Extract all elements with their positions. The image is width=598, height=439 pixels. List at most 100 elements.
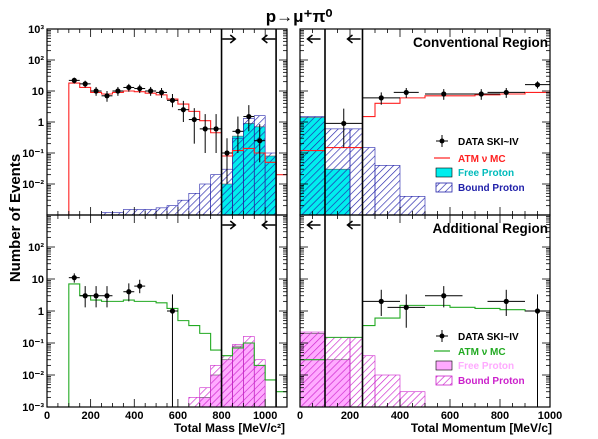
data-point (403, 89, 409, 96)
bound-proton-bin (324, 337, 351, 407)
panel-top-left (68, 77, 287, 215)
atm-mc-line (300, 304, 550, 407)
bound-proton-bin (210, 174, 222, 215)
data-point (126, 84, 132, 91)
x-tick-label: 200 (341, 410, 359, 422)
bound-proton-bin (199, 183, 211, 215)
data-point (224, 150, 230, 156)
bound-proton-bin (144, 209, 157, 215)
y-axis-label: Number of Events (7, 154, 24, 282)
legend-atm-label: ATM ν MC (458, 154, 506, 165)
bound-proton-bin (210, 365, 222, 407)
y-tick-label: 1 (38, 306, 44, 318)
y-tick-label: 10 (32, 274, 44, 286)
bound-proton-bin (362, 147, 376, 215)
cut-arrow (346, 220, 361, 230)
data-point (378, 298, 384, 304)
bound-proton-bin (166, 205, 179, 215)
x-tick-label: 800 (491, 410, 509, 422)
panel-bottom-right (300, 286, 550, 407)
data-point (257, 138, 263, 144)
data-point (82, 293, 88, 299)
bound-proton-bin (253, 359, 266, 407)
legend-bound-label: Bound Proton (458, 183, 525, 194)
bound-proton-bin (349, 337, 363, 407)
data-point (403, 304, 409, 310)
data-point (246, 113, 252, 120)
cut-arrow (261, 220, 276, 230)
x-tick-label: 1000 (253, 410, 277, 422)
x-tick-label: 600 (169, 410, 187, 422)
bound-proton-bin (362, 355, 376, 407)
legend-top: DATA SKI~IV ATM ν MC Free Proton Bound P… (434, 135, 525, 194)
bound-proton-bin (199, 387, 211, 407)
x-tick-label: 400 (391, 410, 409, 422)
legend-free-swatch (435, 167, 453, 178)
chart-title: p→μ⁺π⁰ (266, 7, 333, 26)
legend-bottom: DATA SKI~IV ATM ν MC Free Proton Bound P… (434, 330, 525, 387)
data-point (169, 308, 176, 314)
x-tick-label: 200 (81, 410, 99, 422)
data-point (104, 93, 110, 99)
data-point (441, 91, 447, 97)
bound-proton-bin (133, 209, 146, 215)
data-point (441, 293, 447, 299)
region-label-additional: Additional Region (433, 221, 549, 236)
bound-proton-bin (300, 331, 326, 407)
data-point (191, 116, 197, 123)
region-label-conventional: Conventional Region (413, 35, 548, 50)
data-point (169, 97, 176, 103)
data-point (115, 88, 121, 94)
y-tick-label: 10⁻¹ (22, 338, 44, 350)
x-tick-label: 600 (441, 410, 459, 422)
cut-arrow (306, 220, 321, 230)
bound-proton-bin (221, 355, 233, 407)
data-point (82, 81, 88, 87)
axes-overlay: 10⁻² 10⁻¹ 1 10 10² 10³ 10⁻³ 10⁻² 10⁻¹ 1 10 10² 0 200 4… (22, 24, 562, 422)
x-tick-label: 1000 (538, 410, 562, 422)
y-tick-label: 1 (38, 117, 44, 129)
data-point (71, 77, 77, 83)
data-point (93, 293, 99, 299)
cut-arrow (222, 220, 237, 230)
data-point (71, 275, 77, 281)
legend-free-label-bottom: Free Proton (458, 361, 514, 372)
data-point (93, 88, 99, 94)
y-tick-label: 10 (32, 86, 44, 98)
x-axis-label-mass: Total Mass [MeV/c²] (174, 421, 285, 435)
bound-proton-bin (324, 128, 351, 215)
legend-bound-swatch-bottom (435, 375, 453, 386)
legend-data-label-bottom: DATA SKI~IV (458, 332, 519, 343)
y-tick-label: 10⁻³ (22, 402, 44, 414)
bound-proton-bin (188, 397, 201, 407)
legend-data-label: DATA SKI~IV (458, 137, 519, 148)
data-point (202, 126, 208, 132)
data-point (137, 85, 143, 92)
legend-free-swatch-bottom (435, 360, 453, 371)
bound-proton-bin (232, 344, 244, 407)
data-point (213, 126, 219, 132)
atm-mc-line (68, 82, 287, 215)
bound-proton-bin (243, 336, 255, 407)
data-point (126, 289, 132, 295)
data-point (235, 128, 241, 134)
legend-bound-label-bottom: Bound Proton (458, 376, 525, 387)
y-tick-label: 10⁻¹ (22, 148, 44, 160)
y-tick-label: 10³ (28, 24, 44, 36)
bound-proton-bin (123, 209, 135, 215)
legend-data-marker (436, 135, 448, 147)
atm-mc-line (68, 283, 287, 407)
data-point (378, 95, 384, 101)
bound-proton-bin (349, 128, 363, 215)
data-point (534, 308, 541, 314)
data-point (503, 89, 509, 96)
cut-arrow (222, 34, 237, 44)
data-point (148, 88, 154, 94)
cut-arrow (346, 34, 361, 44)
data-point (534, 82, 541, 88)
bound-proton-bin (155, 207, 168, 215)
x-tick-label: 800 (212, 410, 230, 422)
legend-atm-label-bottom: ATM ν MC (458, 347, 506, 358)
legend-bound-swatch (435, 182, 453, 193)
